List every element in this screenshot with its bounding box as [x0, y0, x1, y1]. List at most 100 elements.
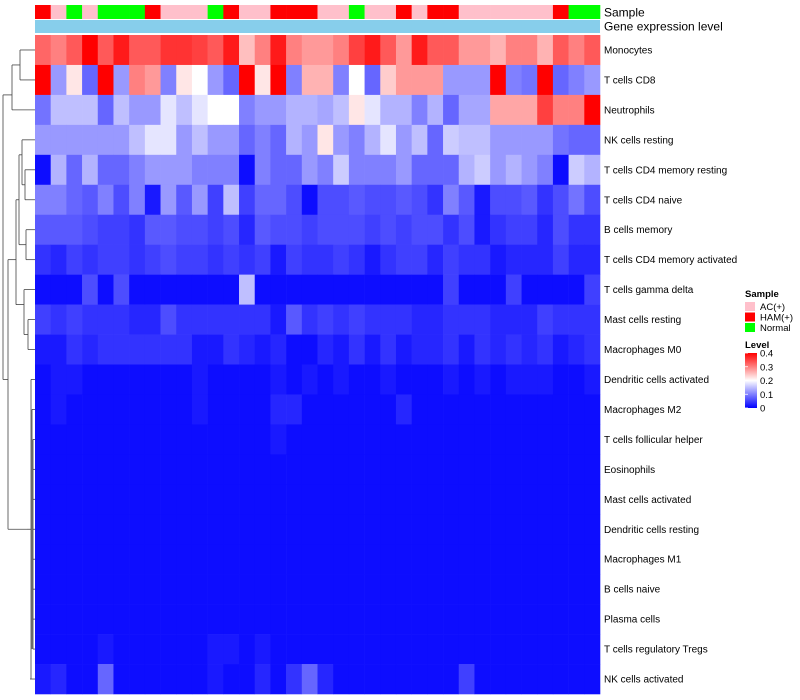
heatmap-cell [490, 604, 507, 635]
heatmap-cell [395, 304, 412, 335]
heatmap-cell [505, 394, 522, 425]
heatmap-cell [490, 544, 507, 575]
heatmap-cell [395, 35, 412, 66]
heatmap-cell [537, 184, 554, 216]
heatmap-cell [113, 604, 130, 635]
heatmap-cell [66, 184, 83, 216]
heatmap-cell [333, 334, 350, 365]
heatmap-cell [537, 244, 554, 275]
sample-annotation-cell [443, 5, 460, 19]
heatmap-cell [113, 64, 130, 96]
heatmap-cell [552, 604, 569, 635]
heatmap-cell [176, 424, 193, 455]
heatmap-cell [35, 334, 51, 365]
heatmap-cell [191, 124, 208, 156]
heatmap-cell [239, 244, 256, 275]
legend-sample-swatch [745, 312, 755, 322]
heatmap-cell [348, 484, 365, 515]
heatmap-cell [301, 454, 318, 485]
heatmap-cell [505, 364, 522, 395]
heatmap-cell [223, 424, 240, 455]
row-label: Eosinophils [604, 465, 655, 476]
heatmap-cell [364, 364, 381, 395]
heatmap-cell [176, 184, 193, 216]
heatmap-cell [490, 394, 507, 425]
heatmap-cell [348, 664, 365, 695]
heatmap-cell [223, 484, 240, 515]
heatmap-cell [552, 454, 569, 485]
heatmap-cell [458, 64, 475, 96]
heatmap-cell [35, 35, 51, 66]
heatmap-cell [568, 634, 585, 665]
sample-annotation-cell [270, 5, 287, 19]
heatmap-cell [144, 184, 161, 216]
heatmap-cell [380, 244, 397, 275]
heatmap-cell [82, 124, 99, 156]
heatmap-cell [191, 544, 208, 575]
heatmap-cell [395, 544, 412, 575]
legend: Sample AC(+)HAM(+)Normal Level 0.4 0.3 0.2… [745, 289, 793, 415]
heatmap-cell [50, 154, 67, 186]
heatmap-cell [395, 664, 412, 695]
heatmap-cell [427, 154, 444, 186]
heatmap-cell [82, 334, 99, 365]
heatmap-cell [129, 64, 146, 96]
heatmap-cell [301, 514, 318, 545]
heatmap-cell [254, 544, 271, 575]
sample-annotation-cell [223, 5, 240, 19]
heatmap-cell [144, 574, 161, 605]
row-labels: Monocytes T cells CD8 Neutrophils NK cells … [604, 45, 737, 685]
heatmap-cell [427, 304, 444, 335]
heatmap-cell [239, 124, 256, 156]
heatmap-cell [191, 454, 208, 485]
heatmap-cell [191, 154, 208, 186]
heatmap-cell [568, 364, 585, 395]
heatmap-cell [82, 244, 99, 275]
heatmap-cell [254, 514, 271, 545]
heatmap-cell [380, 364, 397, 395]
heatmap-cell [505, 214, 522, 245]
heatmap-cell [176, 604, 193, 635]
heatmap-cell [317, 424, 334, 455]
heatmap-cell [207, 424, 224, 455]
heatmap-cell [568, 334, 585, 365]
heatmap-cell [129, 364, 146, 395]
heatmap-cell [254, 604, 271, 635]
sample-annotation-cell [286, 5, 303, 19]
heatmap-cell [552, 664, 569, 695]
heatmap-cell [505, 604, 522, 635]
heatmap-cell [568, 574, 585, 605]
heatmap-cell [395, 514, 412, 545]
heatmap-cell [568, 544, 585, 575]
heatmap-cell [35, 94, 51, 126]
heatmap-cell [50, 214, 67, 245]
heatmap-cell [144, 154, 161, 186]
sample-annotation-cell [82, 5, 99, 19]
heatmap-cell [521, 334, 538, 365]
heatmap-cell [191, 604, 208, 635]
heatmap-cell [490, 124, 507, 156]
heatmap-cell [113, 454, 130, 485]
heatmap-cell [270, 244, 287, 275]
heatmap-cell [348, 394, 365, 425]
heatmap-cell [568, 394, 585, 425]
heatmap-cell [458, 484, 475, 515]
heatmap-cell [317, 154, 334, 186]
heatmap-cell [254, 244, 271, 275]
heatmap-cell [458, 454, 475, 485]
heatmap-cell [191, 364, 208, 395]
heatmap-cell [568, 35, 585, 66]
heatmap-cell [380, 214, 397, 245]
heatmap-cell [427, 274, 444, 305]
heatmap-cell [317, 64, 334, 96]
heatmap-cell [35, 514, 51, 545]
heatmap-cell [395, 244, 412, 275]
heatmap-cell [521, 664, 538, 695]
heatmap-cell [490, 424, 507, 455]
sample-annotation-cell [458, 5, 475, 19]
heatmap-cell [333, 394, 350, 425]
heatmap-cell [458, 334, 475, 365]
heatmap-cell [254, 154, 271, 186]
heatmap-cell [317, 634, 334, 665]
heatmap-cell [521, 64, 538, 96]
